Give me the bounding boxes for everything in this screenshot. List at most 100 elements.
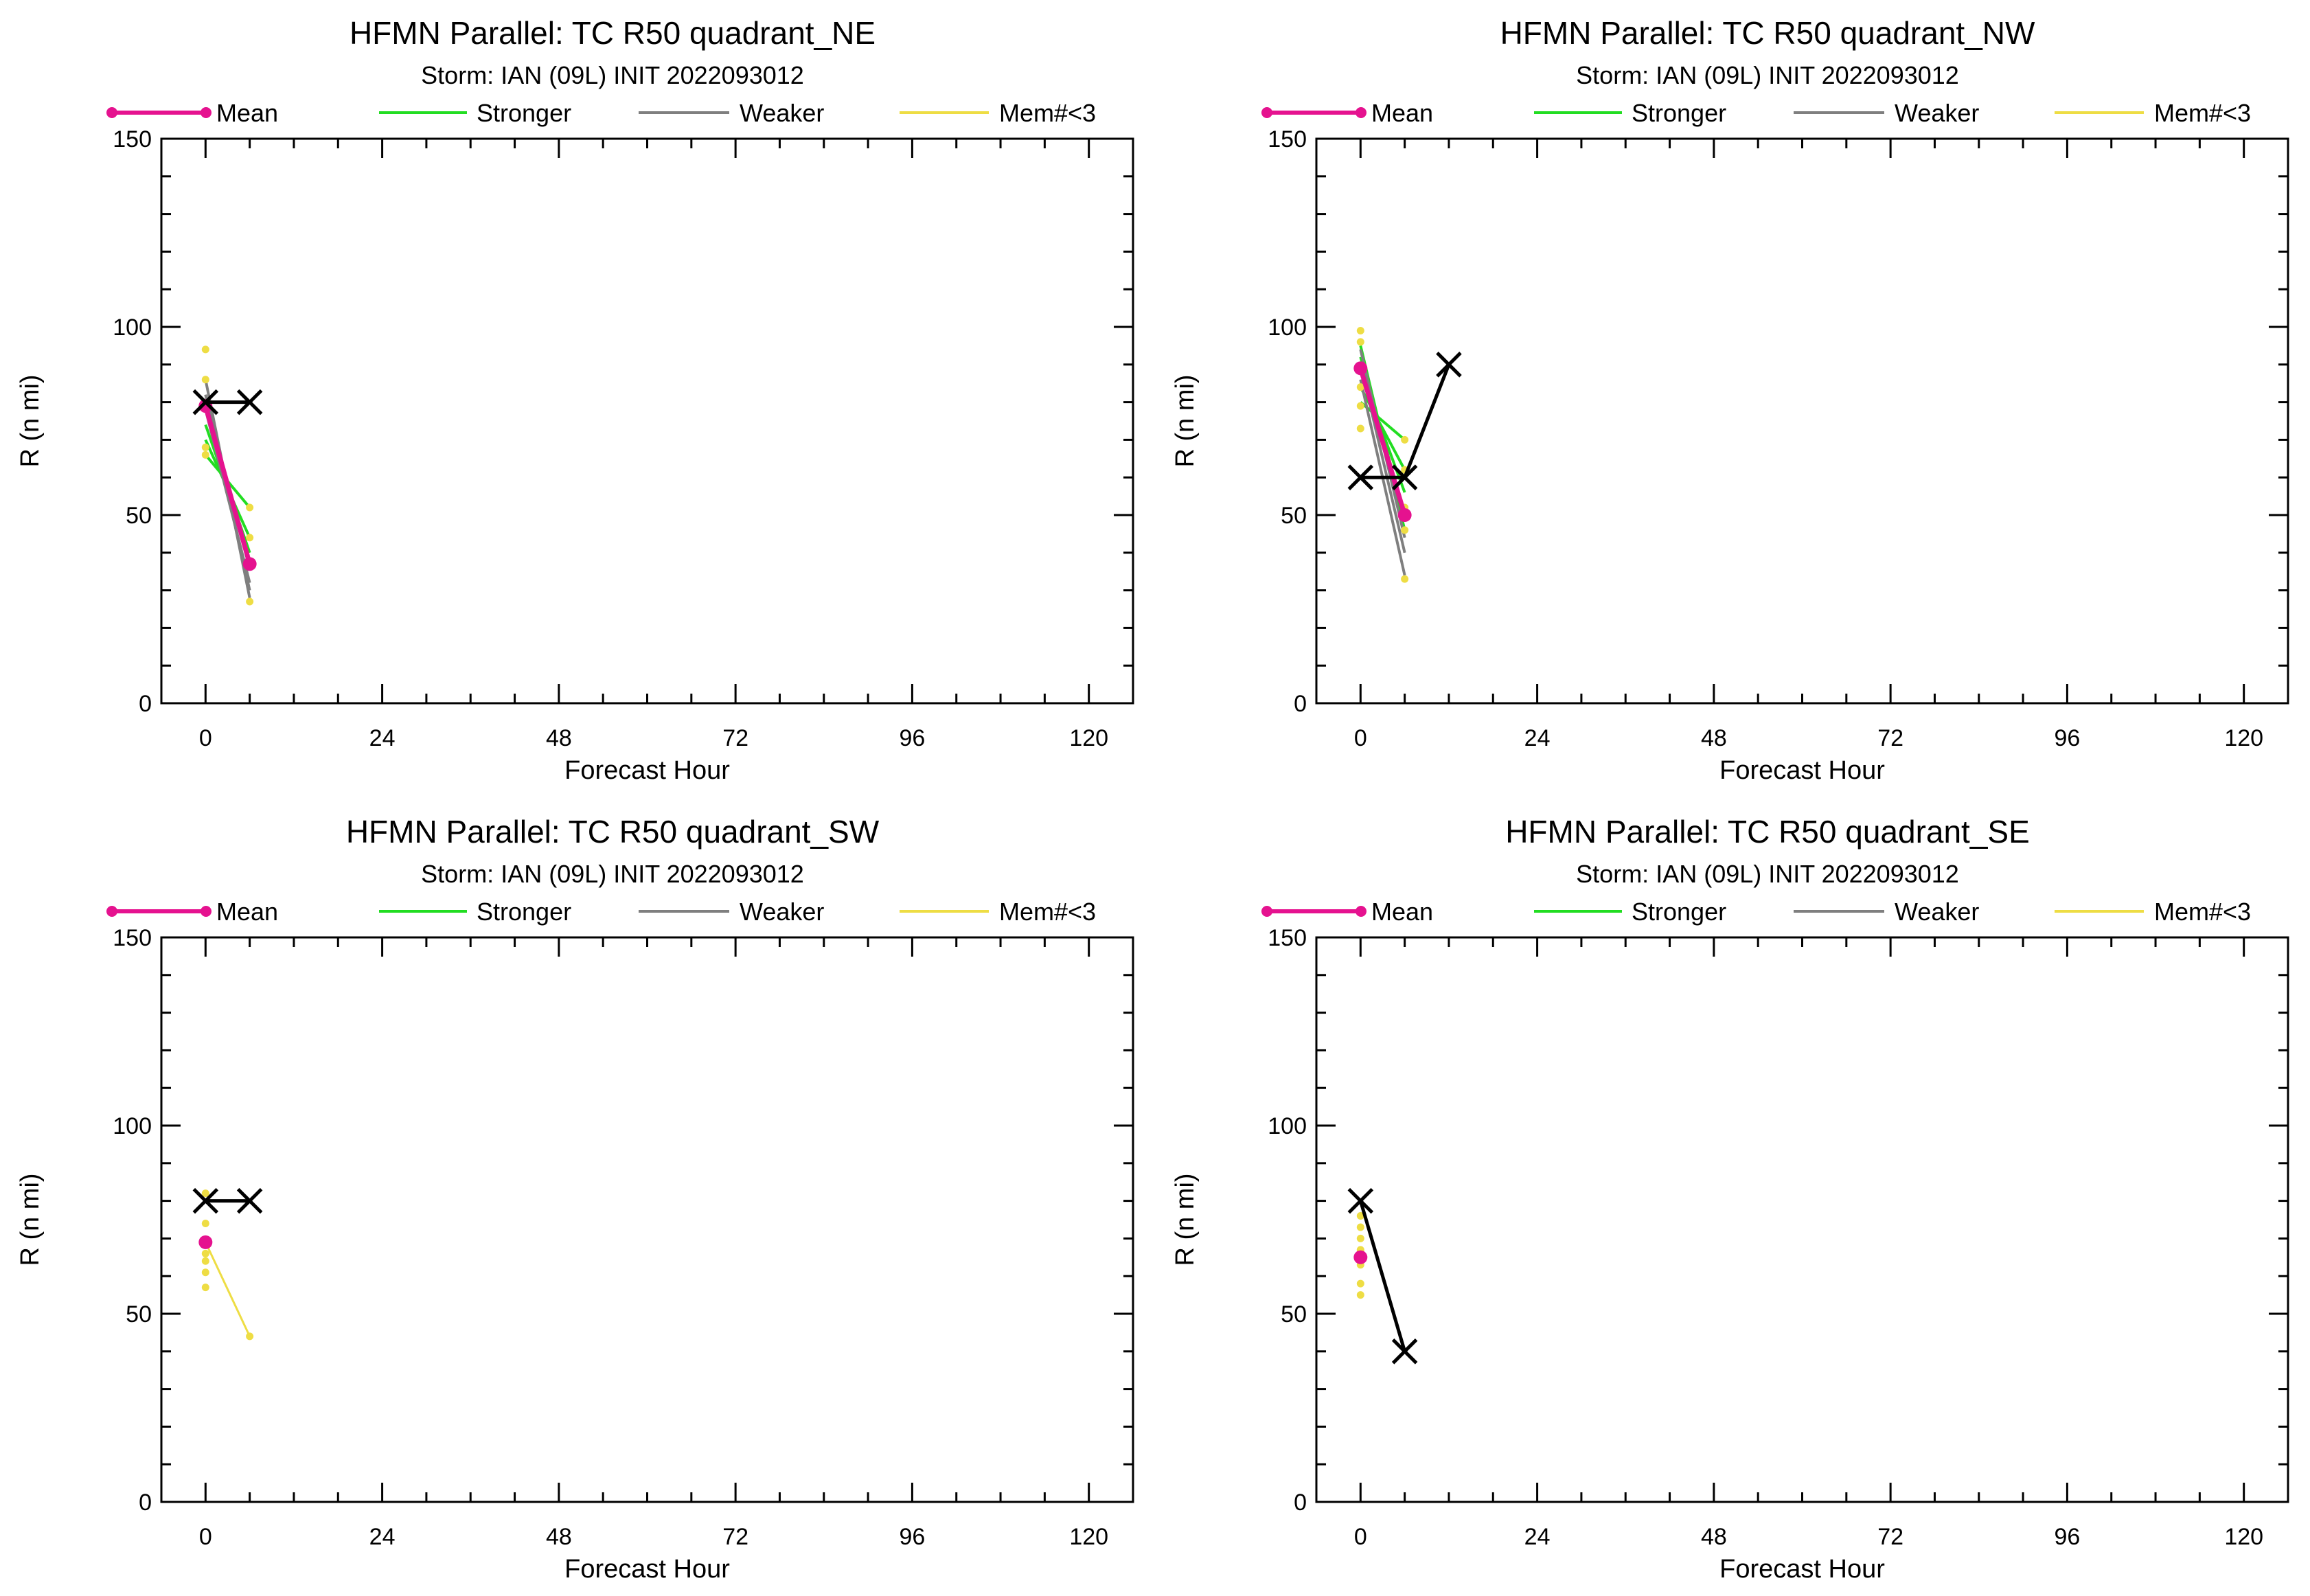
member-point bbox=[1356, 338, 1364, 346]
series-mean bbox=[1353, 361, 1412, 522]
official-point bbox=[1436, 352, 1462, 378]
member-point bbox=[201, 1257, 209, 1265]
member-point bbox=[1356, 1279, 1364, 1288]
y-tick-label: 50 bbox=[1281, 503, 1307, 529]
y-tick-label: 0 bbox=[1294, 1490, 1307, 1516]
chart-panel-3: HFMN Parallel: TC R50 quadrant_SW Storm: … bbox=[16, 814, 1134, 1584]
x-tick-label: 72 bbox=[1877, 725, 1903, 751]
mean-point bbox=[242, 557, 257, 571]
x-tick-label: 72 bbox=[722, 725, 748, 751]
x-axis-label: Forecast Hour bbox=[564, 756, 730, 785]
legend-label-members: Mem#<3 bbox=[2154, 99, 2251, 127]
x-tick-label: 120 bbox=[2224, 725, 2263, 751]
legend-label-stronger: Stronger bbox=[1632, 898, 1726, 926]
y-tick-label: 0 bbox=[139, 691, 152, 717]
chart-title: HFMN Parallel: TC R50 quadrant_SE bbox=[1505, 814, 2030, 850]
x-tick-label: 48 bbox=[1701, 725, 1727, 751]
x-tick-label: 96 bbox=[2054, 1524, 2080, 1550]
legend-marker-mean-start bbox=[106, 107, 117, 118]
official-point bbox=[236, 1187, 263, 1214]
member-point bbox=[1401, 526, 1409, 534]
legend-item-stronger: Stronger bbox=[1534, 898, 1726, 926]
mean-line bbox=[203, 405, 253, 565]
member-point bbox=[201, 1219, 209, 1227]
legend-item-members: Mem#<3 bbox=[2055, 99, 2251, 127]
y-tick-label: 0 bbox=[139, 1490, 152, 1516]
x-tick-label: 48 bbox=[1701, 1524, 1727, 1550]
chart-panel-2: HFMN Parallel: TC R50 quadrant_NW Storm: … bbox=[1171, 15, 2289, 785]
y-tick-label: 100 bbox=[1268, 1113, 1307, 1139]
legend-marker-mean-start bbox=[1261, 906, 1272, 917]
series-mean bbox=[1353, 1250, 1368, 1264]
x-tick-label: 0 bbox=[1354, 725, 1367, 751]
y-tick-label: 150 bbox=[113, 925, 152, 951]
member-point bbox=[1356, 402, 1364, 410]
legend-label-weaker: Weaker bbox=[1895, 898, 1979, 926]
chart-title: HFMN Parallel: TC R50 quadrant_NW bbox=[1500, 15, 2035, 51]
x-tick-label: 0 bbox=[1354, 1524, 1367, 1550]
legend-item-weaker: Weaker bbox=[639, 99, 824, 127]
x-tick-label: 72 bbox=[722, 1524, 748, 1550]
official-point bbox=[1347, 1187, 1374, 1214]
legend-item-members: Mem#<3 bbox=[2055, 898, 2251, 926]
chart-subtitle: Storm: IAN (09L) INIT 2022093012 bbox=[421, 61, 804, 89]
chart-panel-1: HFMN Parallel: TC R50 quadrant_NE Storm: … bbox=[16, 15, 1134, 785]
official-line bbox=[1358, 1200, 1407, 1352]
series-official bbox=[1347, 352, 1462, 490]
legend-label-stronger: Stronger bbox=[1632, 99, 1726, 127]
mean-line bbox=[1358, 367, 1407, 516]
x-tick-label: 24 bbox=[1524, 725, 1551, 751]
x-tick-label: 48 bbox=[546, 725, 572, 751]
y-axis-label: R (n mi) bbox=[1171, 374, 1200, 467]
official-point bbox=[192, 1187, 219, 1214]
legend-item-stronger: Stronger bbox=[379, 99, 571, 127]
member-point bbox=[1356, 1212, 1364, 1220]
series-mean bbox=[198, 1235, 213, 1249]
legend-label-members: Mem#<3 bbox=[999, 898, 1096, 926]
member-point bbox=[1356, 1234, 1364, 1242]
chart-title: HFMN Parallel: TC R50 quadrant_SW bbox=[346, 814, 880, 850]
y-tick-label: 150 bbox=[1268, 126, 1307, 152]
legend-item-weaker: Weaker bbox=[1794, 99, 1979, 127]
x-axis-label: Forecast Hour bbox=[1719, 1555, 1885, 1584]
legend-label-stronger: Stronger bbox=[477, 99, 571, 127]
member-point bbox=[1356, 1291, 1364, 1299]
mean-point bbox=[1353, 361, 1368, 376]
chart-subtitle: Storm: IAN (09L) INIT 2022093012 bbox=[421, 860, 804, 888]
member-point bbox=[201, 1284, 209, 1292]
x-tick-label: 0 bbox=[199, 1524, 212, 1550]
legend-marker-mean-start bbox=[106, 906, 117, 917]
legend-label-mean: Mean bbox=[216, 898, 278, 926]
y-axis-label: R (n mi) bbox=[1171, 1173, 1200, 1266]
x-tick-label: 120 bbox=[2224, 1524, 2263, 1550]
member-point bbox=[201, 1189, 209, 1198]
y-tick-label: 100 bbox=[113, 1113, 152, 1139]
member-point bbox=[201, 1249, 209, 1257]
legend-item-weaker: Weaker bbox=[639, 898, 824, 926]
y-tick-label: 150 bbox=[1268, 925, 1307, 951]
chart-subtitle: Storm: IAN (09L) INIT 2022093012 bbox=[1576, 61, 1959, 89]
legend-item-stronger: Stronger bbox=[379, 898, 571, 926]
member-point bbox=[201, 1268, 209, 1277]
legend-item-members: Mem#<3 bbox=[900, 898, 1096, 926]
member-point bbox=[246, 597, 254, 606]
x-tick-label: 48 bbox=[546, 1524, 572, 1550]
y-axis-label: R (n mi) bbox=[16, 374, 45, 467]
y-tick-label: 50 bbox=[1281, 1301, 1307, 1327]
legend-marker-mean-start bbox=[1261, 107, 1272, 118]
mean-point bbox=[198, 1235, 213, 1249]
legend-label-mean: Mean bbox=[216, 99, 278, 127]
member-point bbox=[201, 376, 209, 384]
x-tick-label: 24 bbox=[369, 725, 396, 751]
y-tick-label: 50 bbox=[126, 1301, 152, 1327]
member-point bbox=[201, 345, 209, 354]
y-tick-label: 0 bbox=[1294, 691, 1307, 717]
chart-title: HFMN Parallel: TC R50 quadrant_NE bbox=[350, 15, 876, 51]
legend-label-weaker: Weaker bbox=[1895, 99, 1979, 127]
member-point bbox=[246, 534, 254, 542]
legend-label-weaker: Weaker bbox=[740, 898, 824, 926]
legend-marker-mean-end bbox=[1356, 107, 1366, 118]
legend-label-members: Mem#<3 bbox=[999, 99, 1096, 127]
member-point bbox=[201, 451, 209, 459]
